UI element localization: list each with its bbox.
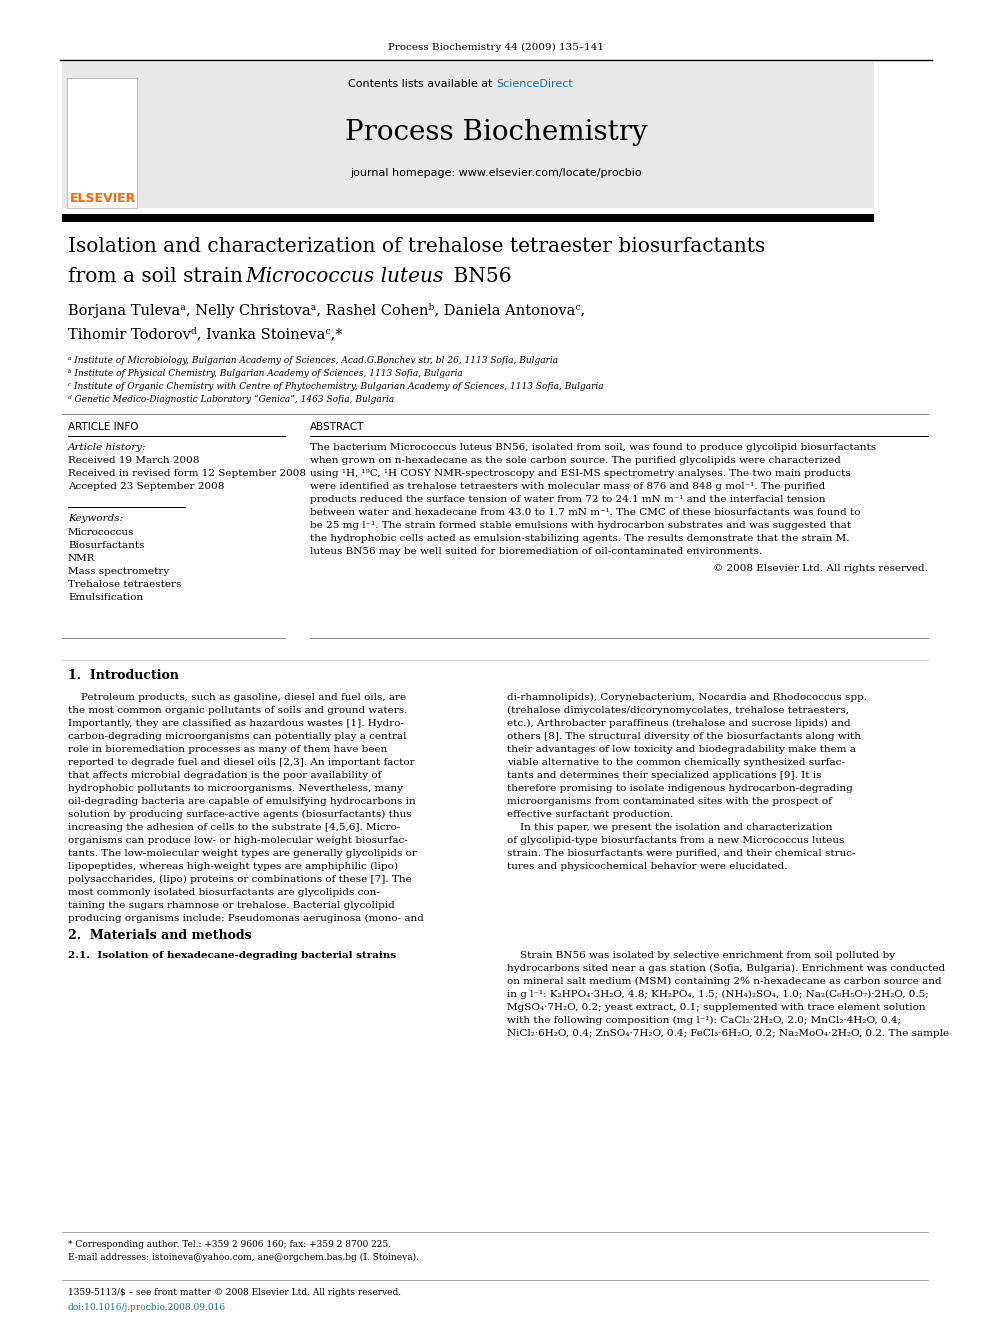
Text: oil-degrading bacteria are capable of emulsifying hydrocarbons in: oil-degrading bacteria are capable of em… xyxy=(68,796,416,806)
Text: hydrocarbons sited near a gas station (Sofia, Bulgaria). Enrichment was conducte: hydrocarbons sited near a gas station (S… xyxy=(507,964,945,972)
Text: Trehalose tetraesters: Trehalose tetraesters xyxy=(68,579,182,589)
Text: Petroleum products, such as gasoline, diesel and fuel oils, are: Petroleum products, such as gasoline, di… xyxy=(68,693,406,703)
Text: © 2008 Elsevier Ltd. All rights reserved.: © 2008 Elsevier Ltd. All rights reserved… xyxy=(713,564,928,573)
Text: the hydrophobic cells acted as emulsion-stabilizing agents. The results demonstr: the hydrophobic cells acted as emulsion-… xyxy=(310,534,849,542)
Text: their advantages of low toxicity and biodegradability make them a: their advantages of low toxicity and bio… xyxy=(507,745,856,754)
Bar xyxy=(62,214,874,222)
Text: tants. The low-molecular weight types are generally glycolipids or: tants. The low-molecular weight types ar… xyxy=(68,849,417,859)
Text: 1359-5113/$ – see front matter © 2008 Elsevier Ltd. All rights reserved.: 1359-5113/$ – see front matter © 2008 El… xyxy=(68,1289,401,1297)
Text: products reduced the surface tension of water from 72 to 24.1 mN m⁻¹ and the int: products reduced the surface tension of … xyxy=(310,495,825,504)
Text: taining the sugars rhamnose or trehalose. Bacterial glycolipid: taining the sugars rhamnose or trehalose… xyxy=(68,901,395,910)
Text: using ¹H, ¹⁹C, ¹H COSY NMR-spectroscopy and ESI-MS spectrometry analyses. The tw: using ¹H, ¹⁹C, ¹H COSY NMR-spectroscopy … xyxy=(310,468,851,478)
Text: solution by producing surface-active agents (biosurfactants) thus: solution by producing surface-active age… xyxy=(68,810,412,819)
Text: di-rhamnolipids), Corynebacterium, Nocardia and Rhodococcus spp.: di-rhamnolipids), Corynebacterium, Nocar… xyxy=(507,693,867,703)
Text: were identified as trehalose tetraesters with molecular mass of 876 and 848 g mo: were identified as trehalose tetraesters… xyxy=(310,482,825,491)
Text: tures and physicochemical behavior were elucidated.: tures and physicochemical behavior were … xyxy=(507,863,788,871)
Text: Received 19 March 2008: Received 19 March 2008 xyxy=(68,456,199,464)
Text: Isolation and characterization of trehalose tetraester biosurfactants: Isolation and characterization of trehal… xyxy=(68,237,765,255)
Text: BN56: BN56 xyxy=(447,267,512,286)
Text: ScienceDirect: ScienceDirect xyxy=(496,79,572,89)
Text: reported to degrade fuel and diesel oils [2,3]. An important factor: reported to degrade fuel and diesel oils… xyxy=(68,758,415,767)
Text: 2.1.  Isolation of hexadecane-degrading bacterial strains: 2.1. Isolation of hexadecane-degrading b… xyxy=(68,951,396,960)
Text: of glycolipid-type biosurfactants from a new Micrococcus luteus: of glycolipid-type biosurfactants from a… xyxy=(507,836,844,845)
Text: Article history:: Article history: xyxy=(68,443,147,452)
Text: ᵈ Genetic Medico-Diagnostic Laboratory “Genica”, 1463 Sofia, Bulgaria: ᵈ Genetic Medico-Diagnostic Laboratory “… xyxy=(68,394,394,404)
Text: increasing the adhesion of cells to the substrate [4,5,6]. Micro-: increasing the adhesion of cells to the … xyxy=(68,823,401,832)
Text: Micrococcus luteus: Micrococcus luteus xyxy=(245,267,443,286)
Text: ABSTRACT: ABSTRACT xyxy=(310,422,364,433)
Text: doi:10.1016/j.procbio.2008.09.016: doi:10.1016/j.procbio.2008.09.016 xyxy=(68,1303,226,1312)
Text: Process Biochemistry: Process Biochemistry xyxy=(344,119,648,147)
Text: lipopeptides, whereas high-weight types are amphiphilic (lipo): lipopeptides, whereas high-weight types … xyxy=(68,861,398,871)
Text: polysaccharides, (lipo) proteins or combinations of these [7]. The: polysaccharides, (lipo) proteins or comb… xyxy=(68,875,412,884)
Text: role in bioremediation processes as many of them have been: role in bioremediation processes as many… xyxy=(68,745,387,754)
Text: viable alternative to the common chemically synthesized surfac-: viable alternative to the common chemica… xyxy=(507,758,845,767)
Text: 2.  Materials and methods: 2. Materials and methods xyxy=(68,929,252,942)
Text: carbon-degrading microorganisms can potentially play a central: carbon-degrading microorganisms can pote… xyxy=(68,732,407,741)
Text: on mineral salt medium (MSM) containing 2% n-hexadecane as carbon source and: on mineral salt medium (MSM) containing … xyxy=(507,976,941,986)
Text: others [8]. The structural diversity of the biosurfactants along with: others [8]. The structural diversity of … xyxy=(507,732,861,741)
Text: ᵇ Institute of Physical Chemistry, Bulgarian Academy of Sciences, 1113 Sofia, Bu: ᵇ Institute of Physical Chemistry, Bulga… xyxy=(68,369,463,378)
Text: effective surfactant production.: effective surfactant production. xyxy=(507,810,674,819)
Text: Tihomir Todorovᵈ, Ivanka Stoinevaᶜ,*: Tihomir Todorovᵈ, Ivanka Stoinevaᶜ,* xyxy=(68,327,342,341)
Text: Received in revised form 12 September 2008: Received in revised form 12 September 20… xyxy=(68,468,306,478)
Text: from a soil strain: from a soil strain xyxy=(68,267,249,286)
Text: most commonly isolated biosurfactants are glycolipids con-: most commonly isolated biosurfactants ar… xyxy=(68,888,380,897)
Text: luteus BN56 may be well suited for bioremediation of oil-contaminated environmen: luteus BN56 may be well suited for biore… xyxy=(310,546,762,556)
Text: Keywords:: Keywords: xyxy=(68,515,123,523)
Text: hydrophobic pollutants to microorganisms. Nevertheless, many: hydrophobic pollutants to microorganisms… xyxy=(68,785,403,792)
Text: Strain BN56 was isolated by selective enrichment from soil polluted by: Strain BN56 was isolated by selective en… xyxy=(507,951,895,960)
Text: Biosurfactants: Biosurfactants xyxy=(68,541,145,550)
Text: that affects microbial degradation is the poor availability of: that affects microbial degradation is th… xyxy=(68,771,381,781)
Text: MgSO₄·7H₂O, 0.2; yeast extract, 0.1; supplemented with trace element solution: MgSO₄·7H₂O, 0.2; yeast extract, 0.1; sup… xyxy=(507,1003,926,1012)
Text: be 25 mg l⁻¹. The strain formed stable emulsions with hydrocarbon substrates and: be 25 mg l⁻¹. The strain formed stable e… xyxy=(310,521,851,531)
Text: Micrococcus: Micrococcus xyxy=(68,528,134,537)
Text: E-mail addresses: istoineva@yahoo.com, ane@orgchem.bas.bg (I. Stoineva).: E-mail addresses: istoineva@yahoo.com, a… xyxy=(68,1253,419,1262)
Text: ARTICLE INFO: ARTICLE INFO xyxy=(68,422,139,433)
Text: in g l⁻¹: K₂HPO₄·3H₂O, 4.8; KH₂PO₄, 1.5; (NH₄)₂SO₄, 1.0; Na₂(C₆H₅O₇)·2H₂O, 0.5;: in g l⁻¹: K₂HPO₄·3H₂O, 4.8; KH₂PO₄, 1.5;… xyxy=(507,990,929,999)
Text: Accepted 23 September 2008: Accepted 23 September 2008 xyxy=(68,482,224,491)
Text: strain. The biosurfactants were purified, and their chemical struc-: strain. The biosurfactants were purified… xyxy=(507,849,855,859)
Text: Contents lists available at: Contents lists available at xyxy=(348,79,496,89)
Text: with the following composition (mg l⁻¹): CaCl₂·2H₂O, 2.0; MnCl₂·4H₂O, 0.4;: with the following composition (mg l⁻¹):… xyxy=(507,1016,901,1025)
Text: when grown on n-hexadecane as the sole carbon source. The purified glycolipids w: when grown on n-hexadecane as the sole c… xyxy=(310,456,841,464)
Text: ᶜ Institute of Organic Chemistry with Centre of Phytochemistry, Bulgarian Academ: ᶜ Institute of Organic Chemistry with Ce… xyxy=(68,382,603,392)
Text: (trehalose dimycolates/dicorynomycolates, trehalose tetraesters,: (trehalose dimycolates/dicorynomycolates… xyxy=(507,706,849,714)
Text: In this paper, we present the isolation and characterization: In this paper, we present the isolation … xyxy=(507,823,832,832)
Text: tants and determines their specialized applications [9]. It is: tants and determines their specialized a… xyxy=(507,771,821,781)
Text: ELSEVIER: ELSEVIER xyxy=(69,192,136,205)
Text: Process Biochemistry 44 (2009) 135–141: Process Biochemistry 44 (2009) 135–141 xyxy=(388,42,604,52)
Text: Mass spectrometry: Mass spectrometry xyxy=(68,568,170,576)
Text: Emulsification: Emulsification xyxy=(68,593,143,602)
Text: producing organisms include: Pseudomonas aeruginosa (mono- and: producing organisms include: Pseudomonas… xyxy=(68,914,424,923)
Text: journal homepage: www.elsevier.com/locate/procbio: journal homepage: www.elsevier.com/locat… xyxy=(350,168,642,179)
Text: the most common organic pollutants of soils and ground waters.: the most common organic pollutants of so… xyxy=(68,706,408,714)
Text: etc.), Arthrobacter paraffineus (trehalose and sucrose lipids) and: etc.), Arthrobacter paraffineus (trehalo… xyxy=(507,718,850,728)
Text: microorganisms from contaminated sites with the prospect of: microorganisms from contaminated sites w… xyxy=(507,796,832,806)
Text: Borjana Tulevaᵃ, Nelly Christovaᵃ, Rashel Cohenᵇ, Daniela Antonovaᶜ,: Borjana Tulevaᵃ, Nelly Christovaᵃ, Rashe… xyxy=(68,303,585,318)
Text: NiCl₂·6H₂O, 0.4; ZnSO₄·7H₂O, 0.4; FeCl₃·6H₂O, 0.2; Na₂MoO₄·2H₂O, 0.2. The sample: NiCl₂·6H₂O, 0.4; ZnSO₄·7H₂O, 0.4; FeCl₃·… xyxy=(507,1029,949,1039)
Text: * Corresponding author. Tel.: +359 2 9606 160; fax: +359 2 8700 225.: * Corresponding author. Tel.: +359 2 960… xyxy=(68,1240,391,1249)
Bar xyxy=(67,78,137,208)
Text: The bacterium Micrococcus luteus BN56, isolated from soil, was found to produce : The bacterium Micrococcus luteus BN56, i… xyxy=(310,443,876,452)
Text: NMR: NMR xyxy=(68,554,95,564)
Text: Importantly, they are classified as hazardous wastes [1]. Hydro-: Importantly, they are classified as haza… xyxy=(68,718,404,728)
Text: 1.  Introduction: 1. Introduction xyxy=(68,669,179,681)
Text: between water and hexadecane from 43.0 to 1.7 mN m⁻¹. The CMC of these biosurfac: between water and hexadecane from 43.0 t… xyxy=(310,508,860,517)
Text: ᵃ Institute of Microbiology, Bulgarian Academy of Sciences, Acad.G.Bonchev str, : ᵃ Institute of Microbiology, Bulgarian A… xyxy=(68,356,558,365)
Text: organisms can produce low- or high-molecular weight biosurfac-: organisms can produce low- or high-molec… xyxy=(68,836,408,845)
Bar xyxy=(62,62,874,208)
Text: therefore promising to isolate indigenous hydrocarbon-degrading: therefore promising to isolate indigenou… xyxy=(507,785,853,792)
